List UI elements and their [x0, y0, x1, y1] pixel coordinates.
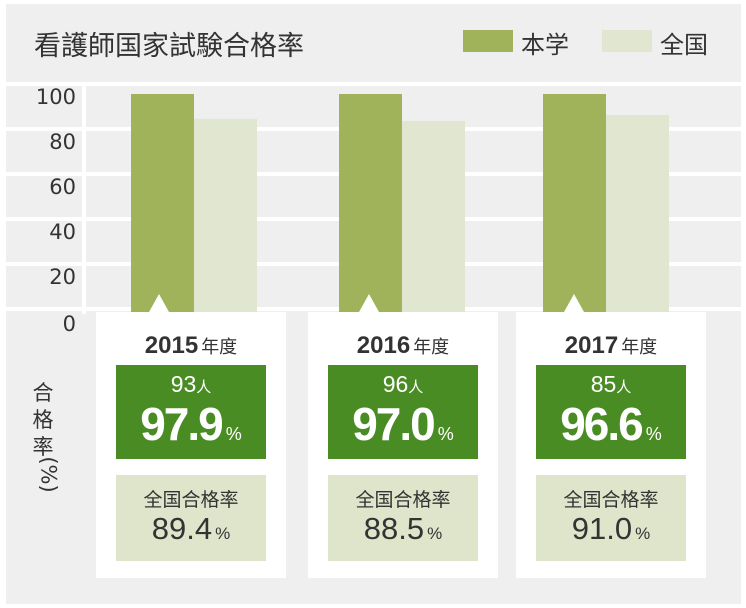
axis-separator: [82, 84, 86, 314]
passer-count: 93人: [116, 371, 266, 398]
year-suffix: 年度: [413, 337, 450, 358]
bar-school-2015: [131, 94, 194, 328]
year-card-2015: 2015 年度 93人 97.9% 全国合格率 89.4%: [96, 294, 286, 578]
national-result-box: 全国合格率 89.4%: [116, 475, 266, 561]
national-pass-rate: 89.4%: [116, 511, 266, 547]
passer-count-unit: 人: [408, 379, 424, 396]
school-pass-rate: 96.6%: [536, 397, 686, 451]
national-result-box: 全国合格率 88.5%: [328, 475, 478, 561]
national-rate-label: 全国合格率: [143, 489, 239, 511]
percent-unit: %: [437, 424, 454, 444]
y-axis-label-char: 合: [32, 381, 54, 405]
percent-unit: %: [427, 524, 443, 543]
passer-count: 96人: [328, 371, 478, 398]
bar-national-2017: [606, 115, 669, 328]
bar-school-2017: [543, 94, 606, 328]
year-card-2017: 2017 年度 85人 96.6% 全国合格率 91.0%: [516, 294, 706, 578]
school-pass-rate-value: 97.0: [352, 398, 436, 450]
passer-count: 85人: [536, 371, 686, 398]
legend-label-school: 本学: [521, 31, 569, 59]
y-axis-label-char: 格: [32, 408, 54, 432]
national-pass-rate-value: 88.5: [363, 511, 425, 546]
year-suffix: 年度: [201, 337, 238, 358]
national-result-box: 全国合格率 91.0%: [536, 475, 686, 561]
bar-national-2016: [402, 120, 465, 328]
legend-swatch-national: [602, 30, 652, 52]
school-pass-rate: 97.0%: [328, 397, 478, 451]
national-rate-label: 全国合格率: [563, 489, 659, 511]
chart-title: 看護師国家試験合格率: [34, 31, 304, 62]
school-result-box: 96人 97.0%: [328, 365, 478, 459]
y-tick-label: 100: [35, 85, 76, 109]
school-pass-rate-value: 97.9: [140, 398, 224, 450]
year-number: 2015: [144, 332, 199, 359]
percent-unit: %: [635, 524, 651, 543]
y-tick-label: 40: [49, 220, 76, 244]
school-pass-rate: 97.9%: [116, 397, 266, 451]
passer-count-unit: 人: [616, 379, 632, 396]
y-tick-label: 20: [49, 265, 76, 289]
passer-count-value: 93: [170, 371, 197, 397]
national-pass-rate-value: 89.4: [151, 511, 213, 546]
percent-unit: %: [215, 524, 231, 543]
national-rate-label: 全国合格率: [355, 489, 451, 511]
national-pass-rate-value: 91.0: [571, 511, 633, 546]
school-result-box: 93人 97.9%: [116, 365, 266, 459]
legend-label-national: 全国: [660, 31, 708, 59]
school-result-box: 85人 96.6%: [536, 365, 686, 459]
y-axis-label-unit: (%): [36, 456, 61, 493]
legend-swatch-school: [463, 30, 513, 52]
national-pass-rate: 91.0%: [536, 511, 686, 547]
y-tick-label: 0: [62, 312, 76, 336]
card-pointer: [359, 294, 379, 312]
grid-line: [6, 82, 741, 86]
year-number: 2016: [356, 332, 411, 359]
percent-unit: %: [645, 424, 662, 444]
national-pass-rate: 88.5%: [328, 511, 478, 547]
y-axis-label: 合 格 率 (%): [30, 380, 61, 493]
percent-unit: %: [225, 424, 242, 444]
school-pass-rate-value: 96.6: [560, 398, 644, 450]
year-heading: 2016 年度: [308, 332, 498, 360]
y-axis-label-char: 率: [32, 435, 54, 459]
passer-count-unit: 人: [196, 379, 212, 396]
year-suffix: 年度: [621, 337, 658, 358]
bar-school-2016: [339, 94, 402, 328]
passer-count-value: 85: [590, 371, 617, 397]
card-pointer: [149, 294, 169, 312]
bar-national-2015: [194, 118, 257, 328]
year-number: 2017: [564, 332, 619, 359]
year-card-2016: 2016 年度 96人 97.0% 全国合格率 88.5%: [308, 294, 498, 578]
y-tick-label: 60: [49, 175, 76, 199]
year-heading: 2017 年度: [516, 332, 706, 360]
passer-count-value: 96: [382, 371, 409, 397]
card-pointer: [564, 294, 584, 312]
year-heading: 2015 年度: [96, 332, 286, 360]
y-tick-label: 80: [49, 130, 76, 154]
